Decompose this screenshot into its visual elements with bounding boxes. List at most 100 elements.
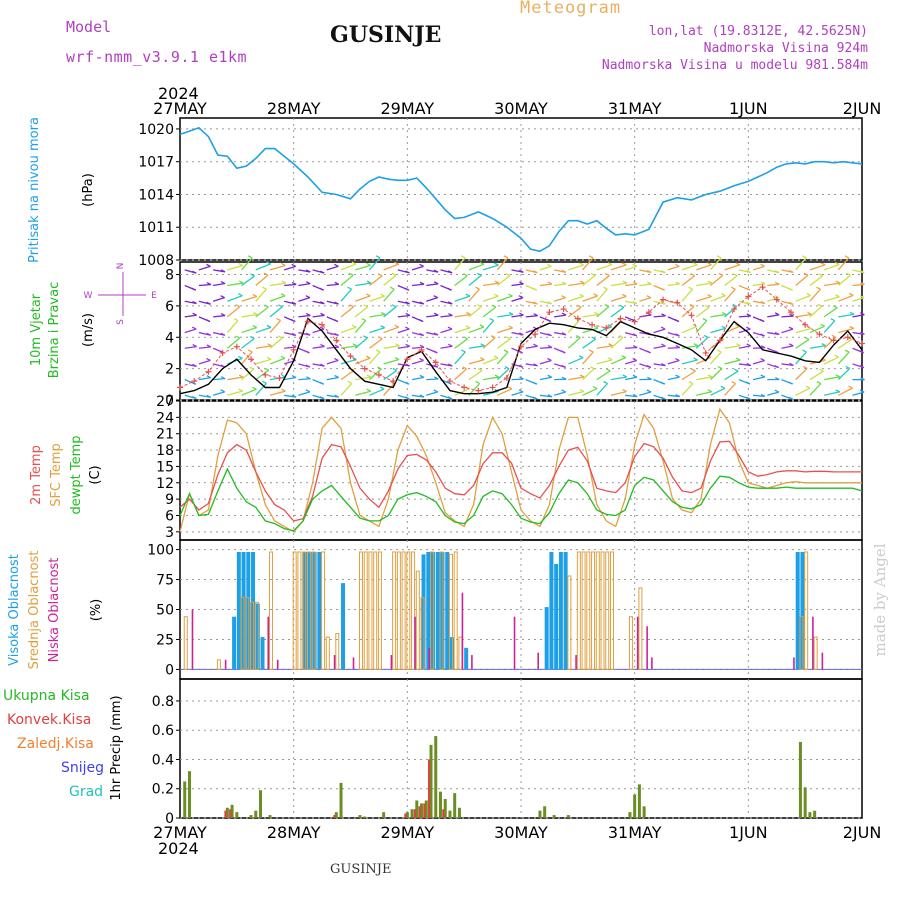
wind-arrow-head (532, 287, 538, 291)
wind-gust-marker (404, 356, 411, 363)
wind-arrow (198, 283, 211, 287)
y-tick-label-pressure: 1011 (138, 220, 174, 236)
wind-arrow (482, 320, 495, 333)
wind-arrow-head (745, 381, 751, 385)
wind-arrow-head (365, 355, 371, 359)
wind-arrow-head (220, 389, 225, 393)
wind-arrow-head (844, 349, 850, 353)
precip-total-bar (552, 815, 556, 818)
wind-arrow-head (461, 349, 466, 353)
wind-arrow-head (688, 380, 694, 385)
wind-arrow (269, 282, 286, 287)
wind-arrow-head (607, 261, 613, 266)
wind-arrow (696, 295, 712, 302)
wind-arrow-head (693, 343, 699, 347)
wind-arrow (752, 359, 765, 365)
wind-arrow (298, 391, 311, 396)
wind-gust-marker (759, 284, 766, 291)
wind-arrow-head (774, 365, 779, 369)
wind-gust-marker (631, 318, 638, 325)
cloud-mid-bar (396, 551, 401, 670)
cloud-mid-bar (254, 601, 259, 670)
wind-gust-marker (702, 349, 709, 356)
wind-arrow-head (579, 388, 585, 393)
wind-arrow-head (607, 357, 613, 361)
wind-arrow-head (249, 335, 255, 340)
wind-arrow (625, 394, 638, 398)
wind-arrow-head (235, 304, 241, 308)
wind-arrow-head (405, 326, 410, 330)
wind-arrow-head (320, 301, 325, 305)
wind-gust-marker (660, 296, 667, 303)
wind-arrow (412, 346, 425, 349)
wind-arrow-head (191, 270, 197, 274)
temperature-dewpt-line (179, 467, 863, 532)
wind-arrow (454, 313, 471, 318)
cloud-mid-bar (595, 551, 600, 670)
wind-arrow (454, 295, 471, 302)
wind-arrow-head (690, 273, 695, 277)
wind-speed-line (179, 317, 863, 395)
wind-arrow (312, 345, 325, 349)
wind-arrow (255, 274, 269, 287)
wind-arrow (781, 363, 794, 367)
wind-arrow-head (519, 312, 524, 316)
wind-arrow-head (704, 304, 710, 309)
wind-arrow (753, 394, 766, 398)
y-tick-label-wind: 2 (165, 362, 174, 378)
wind-arrow (383, 274, 397, 287)
wind-arrow (482, 264, 499, 271)
wind-arrow (326, 346, 339, 349)
wind-arrow (426, 283, 439, 287)
wind-arrow-head (579, 293, 584, 297)
wind-arrow-head (578, 355, 584, 359)
wind-arrow (383, 263, 399, 271)
wind-arrow-head (518, 350, 523, 354)
wind-arrow-head (291, 263, 296, 267)
dewpt-axis-label: dewpt Temp (69, 435, 84, 514)
wind-arrow (695, 356, 712, 365)
wind-arrow (340, 358, 357, 365)
wind-arrow-head (817, 303, 823, 307)
wind-arrow (567, 306, 582, 318)
wind-arrow-head (475, 286, 480, 290)
wind-arrow-head (760, 281, 766, 285)
wind-arrow-head (859, 365, 865, 369)
wind-arrow (596, 288, 608, 302)
wind-arrow-head (721, 293, 726, 297)
wind-arrow (710, 387, 726, 396)
wind-arrow-head (433, 312, 439, 316)
wind-arrow (653, 345, 666, 349)
wind-arrow (738, 328, 751, 334)
wind-arrow (383, 369, 398, 381)
wind-arrow (625, 346, 638, 349)
wind-arrow (795, 257, 807, 271)
wind-arrow-head (320, 363, 325, 367)
wind-arrow-head (774, 281, 780, 285)
wind-arrow-head (379, 386, 385, 390)
wind-arrow-head (352, 343, 358, 347)
wind-arrow-head (622, 280, 628, 284)
precip-total-bar (230, 804, 234, 818)
wind-gust-marker (446, 378, 453, 385)
cloud-high-bar (426, 551, 431, 670)
wind-arrow (681, 370, 696, 381)
temperature-sfc-line (179, 407, 862, 533)
precip-total-bar (813, 810, 817, 818)
wind-arrow-head (707, 262, 712, 266)
wind-arrow-head (447, 287, 452, 291)
precip-total-bar (358, 815, 362, 818)
x-tick-label-top: 30MAY (494, 99, 548, 118)
y-tick-label-wind: 8 (165, 268, 174, 284)
wind-arrow-head (547, 344, 553, 348)
pressure-line (179, 126, 863, 253)
wind-arrow-head (532, 381, 538, 385)
wind-arrow (426, 378, 439, 381)
wind-arrow-head (366, 293, 371, 297)
wind-arrow-head (533, 363, 538, 367)
wind-arrow-head (860, 312, 865, 316)
wind-arrow-head (860, 377, 865, 381)
wind-arrow-head (807, 311, 812, 315)
wind-arrow (568, 390, 585, 396)
wind-arrow-head (250, 273, 255, 277)
